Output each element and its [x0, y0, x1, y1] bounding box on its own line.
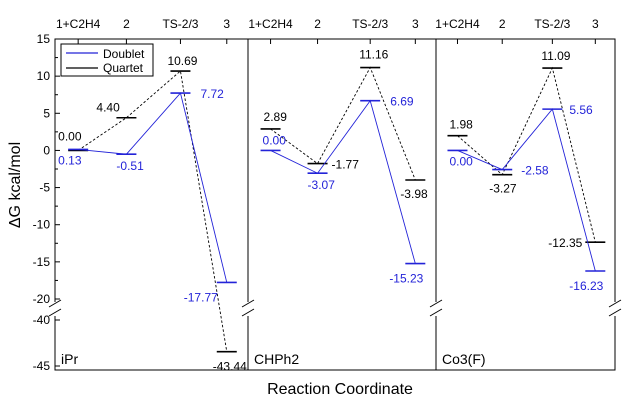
axis-break-mark [48, 299, 62, 308]
legend-label-doublet: Doublet [103, 47, 145, 61]
x-tick-label: 1+C2H4 [56, 17, 101, 31]
x-tick-label: 3 [412, 17, 419, 31]
y-axis-label: ΔG kcal/mol [7, 142, 24, 228]
y-tick-label: -20 [33, 292, 51, 306]
x-tick-label: TS-2/3 [162, 17, 198, 31]
axis-break-mark [608, 299, 622, 308]
data-label-doublet: -17.77 [184, 290, 218, 304]
series-line-doublet [78, 92, 228, 283]
x-tick-label: 3 [223, 17, 230, 31]
data-label-quartet: 2.89 [264, 110, 288, 124]
data-label-quartet: -1.77 [332, 158, 360, 172]
data-label-doublet: 0.00 [449, 154, 473, 168]
data-label-quartet: -43.44 [213, 360, 247, 374]
y-tick-label: 0 [43, 143, 50, 157]
x-tick-label: 2 [123, 17, 130, 31]
y-tick-label: 15 [37, 32, 51, 46]
data-label-doublet: 0.00 [263, 133, 287, 147]
axis-break-gap-0 [49, 302, 61, 316]
legend-box [60, 43, 154, 77]
data-label-quartet: 1.98 [449, 118, 473, 132]
series-line-quartet [77, 70, 228, 352]
axis-break-mark [48, 308, 62, 317]
x-tick-label: 1+C2H4 [435, 17, 480, 31]
data-label-quartet: 10.69 [167, 54, 197, 68]
data-label-doublet: -2.58 [521, 164, 549, 178]
series-line-quartet [457, 66, 596, 243]
axis-break-mark [429, 299, 443, 308]
data-label-doublet: -3.07 [308, 178, 336, 192]
axis-break-mark [608, 308, 622, 317]
panel-frame-3 [435, 38, 616, 371]
axis-break-gap-3 [609, 302, 621, 316]
data-label-quartet: -12.35 [548, 236, 582, 250]
series-layer [68, 66, 606, 353]
x-axis-label: Reaction Coordinate [267, 381, 413, 398]
legend-label-quartet: Quartet [103, 61, 144, 75]
axis-break-mark [241, 299, 255, 308]
y-tick-label: 10 [37, 69, 51, 83]
panel-name: CHPh2 [254, 351, 299, 367]
data-label-quartet: 4.40 [96, 101, 120, 115]
axis-break-gap-1 [242, 302, 254, 316]
y-tick-label: 5 [43, 106, 50, 120]
data-label-doublet: 5.56 [569, 103, 593, 117]
data-label-doublet: -16.23 [569, 279, 603, 293]
data-label-doublet: 6.69 [390, 95, 414, 109]
data-label-doublet: 0.13 [58, 153, 82, 167]
series-line-quartet [270, 66, 416, 181]
data-label-quartet: -3.27 [489, 182, 517, 196]
series-line-doublet [270, 99, 416, 264]
data-label-doublet: -0.51 [116, 159, 144, 173]
x-tick-label: 2 [314, 17, 321, 31]
data-label-quartet: 11.16 [359, 48, 388, 62]
axis-break-mark [429, 308, 443, 317]
data-label-quartet: 11.09 [541, 49, 570, 63]
axis-break-gap-2 [430, 302, 442, 316]
data-label-doublet: -15.23 [389, 272, 423, 286]
series-line-doublet [457, 108, 596, 272]
y-tick-label: -10 [33, 218, 51, 232]
data-label-doublet: 7.72 [200, 87, 224, 101]
x-tick-label: 1+C2H4 [248, 17, 293, 31]
panel-frame-2 [247, 38, 437, 371]
x-tick-label: TS-2/3 [534, 17, 570, 31]
data-label-quartet: 0.00 [58, 129, 82, 143]
y-tick-label: -45 [33, 359, 51, 373]
axes: 15 10 5 0 -5 -10 -15 -20 -40 -45 1+C2H4 2 TS-2/3 3 iPr… [33, 17, 622, 373]
y-tick-label: -5 [39, 181, 50, 195]
panel-frames [54, 38, 616, 371]
data-labels: 0.00 4.40 10.69 -43.44 0.13 -0.51 7.72 -17.77 2.… [58, 48, 604, 374]
x-tick-label: TS-2/3 [352, 17, 388, 31]
x-tick-label: 2 [499, 17, 506, 31]
x-tick-label: 3 [592, 17, 599, 31]
y-tick-label: -15 [33, 255, 51, 269]
y-tick-label: -40 [33, 313, 51, 327]
legend: Doublet Quartet [60, 43, 154, 77]
axis-break-mark [241, 308, 255, 317]
panel-name: Co3(F) [442, 351, 486, 367]
data-label-quartet: -3.98 [400, 187, 428, 201]
panel-name: iPr [61, 351, 78, 367]
